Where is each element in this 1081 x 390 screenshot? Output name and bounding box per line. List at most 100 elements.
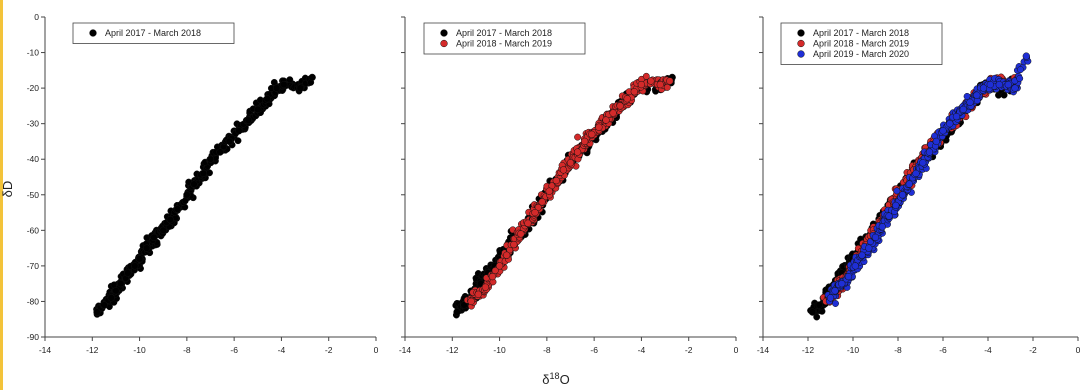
scatter-point: [912, 169, 920, 178]
scatter-point: [545, 187, 553, 195]
y-tick-label: -70: [27, 261, 40, 271]
scatter-point: [808, 308, 817, 316]
scatter-point: [107, 294, 115, 302]
chart-panel-1: 0-10-20-30-40-50-60-70-80-90-14 -12 -10 -8-…: [27, 12, 379, 355]
x-tick-label: -2: [685, 345, 693, 355]
scatter-point: [159, 226, 167, 234]
scatter-point: [517, 230, 525, 238]
scatter-point: [1011, 84, 1019, 92]
y-axis-title: δD: [0, 181, 15, 198]
scatter-point: [488, 272, 497, 281]
y-tick-label: -30: [27, 119, 40, 129]
scatter-point: [534, 203, 542, 211]
scatter-point: [838, 280, 846, 288]
x-tick-label: -12: [802, 345, 815, 355]
legend-label: April 2017 - March 2018: [105, 28, 201, 38]
scatter-point: [595, 123, 603, 131]
x-tick-label: -2: [325, 345, 333, 355]
scatter-point: [135, 255, 144, 263]
scatter-point: [905, 180, 913, 188]
x-tick-label: -4: [638, 345, 646, 355]
scatter-point: [979, 84, 988, 92]
scatter-point: [467, 297, 475, 306]
scatter-point: [959, 105, 967, 114]
scatter-point: [495, 262, 504, 270]
scatter-point: [183, 191, 191, 199]
scatter-point: [273, 84, 281, 92]
scatter-point: [878, 223, 886, 231]
scatter-point: [893, 187, 901, 195]
scatter-point: [946, 120, 954, 128]
x-tick-label: -6: [590, 345, 598, 355]
scatter-point: [199, 169, 208, 178]
scatter-point: [986, 80, 994, 89]
scatter-point: [254, 105, 262, 114]
x-tick-label: -6: [230, 345, 238, 355]
scatter-point: [939, 127, 947, 135]
data-points: [452, 72, 676, 319]
legend-marker: [797, 39, 805, 48]
x-tick-label: -6: [939, 345, 947, 355]
legend-box: [423, 22, 586, 55]
scatter-point: [642, 72, 650, 80]
legend-label: April 2017 - March 2018: [813, 28, 909, 38]
x-tick-label: 0: [374, 345, 379, 355]
legend-label: April 2019 - March 2020: [813, 49, 909, 59]
legend-label: April 2018 - March 2019: [813, 39, 909, 49]
scatter-point: [573, 148, 582, 156]
x-tick-label: -10: [133, 345, 146, 355]
x-axis-title-main: δ: [542, 372, 549, 387]
panels: 0-10-20-30-40-50-60-70-80-90-14 -12 -10 -8-…: [27, 12, 1081, 355]
scatter-point: [966, 98, 974, 106]
series-3: [824, 52, 1032, 307]
scatter-point: [112, 287, 120, 295]
scatter-point: [630, 88, 638, 96]
scatter-point: [524, 219, 532, 227]
x-tick-label: -4: [984, 345, 992, 355]
scatter-point: [225, 137, 234, 146]
scatter-point: [973, 91, 981, 99]
scatter-point: [623, 95, 631, 103]
scatter-point: [656, 80, 664, 89]
scatter-point: [150, 233, 158, 242]
series-1: [93, 73, 316, 318]
scatter-point: [919, 159, 927, 167]
x-tick-label: -14: [399, 345, 412, 355]
x-axis-title-sup: 18: [550, 371, 560, 381]
legend-label: April 2018 - March 2019: [456, 39, 552, 49]
scatter-point: [602, 116, 610, 124]
scatter-point: [581, 137, 589, 146]
scatter-point: [503, 251, 511, 259]
scatter-point: [100, 301, 108, 309]
scatter-point: [616, 102, 624, 110]
legend-marker: [440, 29, 448, 37]
scatter-point: [663, 83, 671, 91]
scatter-point: [552, 176, 560, 185]
scatter-point: [666, 77, 674, 85]
scatter-point: [995, 80, 1003, 89]
legend-box: [72, 22, 235, 44]
legend-box: [780, 22, 943, 65]
x-tick-label: -4: [278, 345, 286, 355]
y-tick-label: -60: [27, 225, 40, 235]
scatter-point: [538, 198, 546, 206]
scatter-point: [826, 294, 835, 302]
scatter-point: [609, 109, 617, 117]
scatter-point: [190, 180, 198, 188]
data-points: [93, 73, 316, 318]
scatter-point: [234, 137, 242, 145]
scatter-point: [244, 116, 252, 124]
scatter-point: [1017, 66, 1024, 74]
scatter-point: [143, 244, 151, 252]
x-tick-label: -10: [493, 345, 506, 355]
scatter-point: [932, 137, 940, 146]
scatter-point: [453, 308, 461, 316]
legend-label: April 2017 - March 2018: [456, 28, 552, 38]
scatter-point: [206, 155, 215, 163]
series-2: [463, 72, 674, 310]
scatter-point: [559, 166, 568, 174]
y-tick-label: 0: [34, 12, 39, 22]
